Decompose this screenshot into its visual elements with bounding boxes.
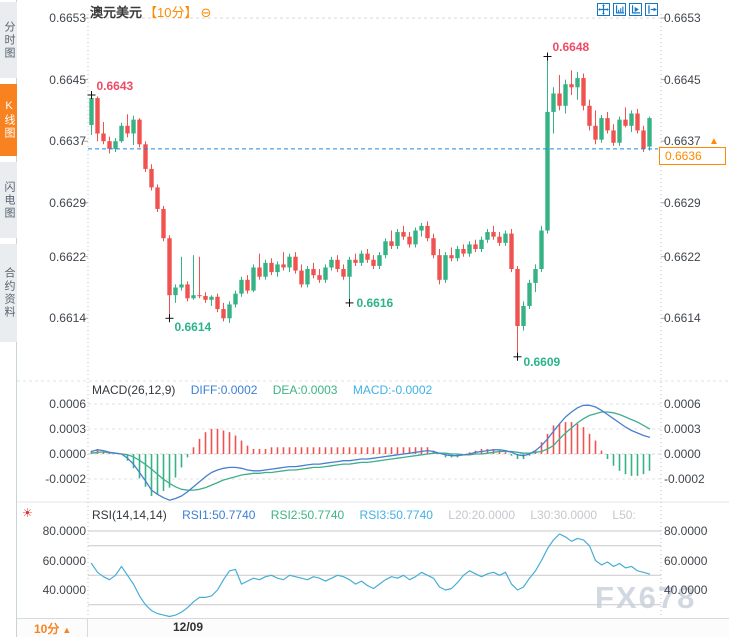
rsi3-value: RSI3:50.7740 (359, 508, 433, 522)
low-price-annotation: 0.6616 (356, 295, 394, 310)
price-up-arrow-icon: ▲ (709, 136, 719, 147)
macd-header: MACD(26,12,9) DIFF:0.0002 DEA:0.0003 MAC… (92, 383, 444, 397)
rsi-y-tick-left: 40.0000 (42, 583, 86, 597)
macd-diff-value: DIFF:0.0002 (190, 383, 258, 397)
sidebar: 分时图 K线图闪电图合约资料 (0, 0, 17, 637)
main-y-tick-left: 0.6614 (49, 311, 86, 326)
current-price-box: 0.6636 (659, 147, 726, 165)
collapse-icon[interactable]: ⊖ (200, 5, 212, 20)
macd-y-tick-left: -0.0002 (45, 472, 86, 486)
main-y-tick-left: 0.6645 (49, 72, 86, 87)
macd-y-tick-right: 0.0000 (664, 447, 701, 461)
rsi-l20-value: L20:20.0000 (448, 508, 515, 522)
rsi1-value: RSI1:50.7740 (182, 508, 256, 522)
period-selector[interactable]: 10分 ▲ (34, 620, 71, 637)
chart-title-row: 澳元美元 【10分】 ⊖ (90, 2, 212, 20)
sidebar-tab-1[interactable]: K线图 (0, 84, 17, 156)
rsi-label: RSI(14,14,14) (92, 508, 167, 522)
macd-lines (90, 404, 651, 501)
rsi-header: RSI(14,14,14) RSI1:50.7740 RSI2:50.7740 … (92, 508, 648, 522)
high-price-annotation: 0.6643 (96, 79, 134, 93)
main-y-tick-right: 0.6653 (664, 11, 701, 25)
rsi-line (90, 533, 651, 618)
low-price-annotation: 0.6609 (523, 354, 561, 369)
x-axis-date-label: 12/09 (172, 620, 204, 634)
sidebar-tab-3[interactable]: 合约资料 (0, 244, 17, 342)
high-price-annotation: 0.6648 (552, 39, 590, 54)
macd-y-tick-left: 0.0000 (49, 447, 86, 461)
period-caret-icon: ▲ (62, 625, 72, 635)
macd-y-tick-right: -0.0002 (664, 472, 705, 486)
rsi-y-tick-left: 60.0000 (42, 553, 86, 568)
candlestick-series (89, 56, 652, 357)
main-y-tick-left: 0.6622 (49, 249, 86, 264)
bottom-bar (17, 618, 729, 637)
period-tag: 【10分】 (144, 5, 198, 20)
jump-latest-icon[interactable] (645, 3, 658, 16)
macd-y-tick-left: 0.0003 (49, 422, 86, 436)
main-y-tick-left: 0.6629 (49, 195, 86, 210)
main-y-tick-right: 0.6614 (664, 311, 701, 326)
extreme-markers (87, 52, 552, 361)
sidebar-tab-2[interactable]: 闪电图 (0, 162, 17, 238)
axis-play-icon[interactable] (629, 3, 642, 16)
rsi-y-tick-right: 80.0000 (664, 524, 708, 538)
rsi-y-tick-right: 60.0000 (664, 553, 708, 568)
gridlines (17, 14, 729, 618)
low-price-annotation: 0.6614 (174, 320, 212, 335)
move-crosshair-icon[interactable] (597, 3, 610, 16)
rsi-y-tick-right: 40.0000 (664, 583, 708, 597)
main-y-tick-left: 0.6653 (49, 11, 86, 25)
macd-y-tick-left: 0.0006 (49, 397, 86, 411)
period-text: 10分 (34, 622, 60, 636)
macd-label: MACD(26,12,9) (92, 383, 176, 397)
main-y-tick-right: 0.6637 (664, 134, 701, 149)
macd-value: MACD:-0.0002 (352, 383, 433, 397)
macd-dea-value: DEA:0.0003 (272, 383, 338, 397)
rsi2-value: RSI2:50.7740 (270, 508, 345, 522)
main-y-tick-right: 0.6629 (664, 195, 701, 210)
macd-y-tick-right: 0.0003 (664, 422, 701, 436)
watermark: FX678 (595, 580, 697, 615)
rsi-y-tick-left: 80.0000 (42, 524, 86, 538)
macd-y-tick-right: 0.0006 (664, 397, 701, 411)
rsi-l30-value: L30:30.0000 (530, 508, 598, 522)
main-y-tick-right: 0.6622 (664, 249, 701, 264)
bottom-bar-left-cell (17, 618, 88, 637)
page-title: 澳元美元 (90, 5, 143, 20)
rsi-l50-value: L50: (612, 508, 636, 522)
main-y-tick-right: 0.6645 (664, 72, 701, 87)
sidebar-tab-0[interactable]: 分时图 (0, 2, 17, 78)
chart-toolbar (597, 3, 658, 16)
fit-axes-icon[interactable] (613, 3, 626, 16)
main-y-tick-left: 0.6637 (49, 134, 86, 149)
indicator-settings-icon[interactable]: ☀ (22, 506, 33, 520)
